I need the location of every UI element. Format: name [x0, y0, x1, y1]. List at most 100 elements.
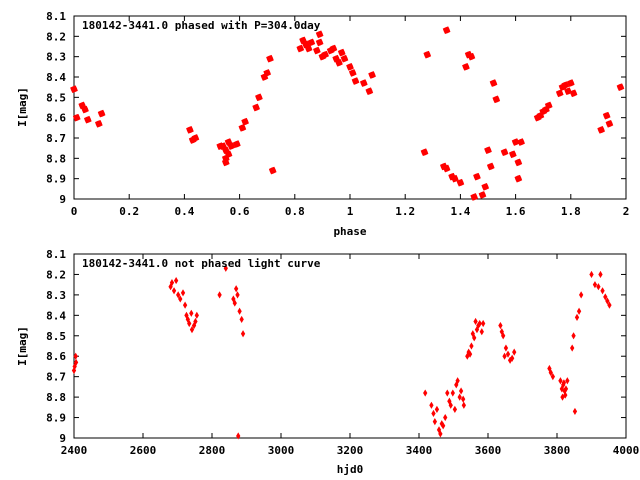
phased-data-point: [597, 126, 605, 134]
phased-y-axis-label: I[mag]: [16, 87, 29, 127]
unphased-x-tick-label: 4000: [613, 444, 640, 457]
unphased-chart-title: 180142-3441.0 not phased light curve: [82, 257, 321, 270]
phased-data-point: [544, 101, 553, 110]
unphased-data-point: [73, 358, 79, 366]
unphased-x-tick-label: 3200: [337, 444, 364, 457]
phased-data-point: [233, 140, 241, 148]
unphased-data-point: [467, 350, 473, 358]
unphased-x-tick-label: 2800: [199, 444, 226, 457]
phased-data-point: [605, 119, 614, 128]
unphased-data-point: [234, 285, 239, 293]
phased-data-point: [555, 89, 564, 98]
phased-data-point: [462, 63, 470, 71]
unphased-data-point: [189, 309, 194, 317]
phased-data-point: [221, 158, 230, 167]
unphased-data-point: [571, 332, 576, 340]
phased-x-tick-label: 1.4: [450, 205, 470, 218]
unphased-data-point: [498, 321, 503, 330]
phased-data-point: [227, 142, 236, 150]
unphased-data-point: [603, 293, 608, 301]
phased-data-point: [517, 138, 525, 146]
unphased-y-tick-label: 8.6: [46, 350, 66, 363]
unphased-data-point: [239, 315, 244, 324]
unphased-data-point: [512, 348, 517, 356]
phased-x-tick-label: 1.8: [561, 205, 581, 218]
unphased-data-point: [236, 432, 241, 440]
unphased-x-tick-label: 3400: [406, 444, 433, 457]
phased-y-tick-label: 8.6: [46, 112, 66, 125]
unphased-data-point: [477, 319, 482, 328]
phased-data-point: [321, 50, 329, 59]
unphased-x-tick-label: 3800: [544, 444, 571, 457]
unphased-data-point: [574, 313, 580, 321]
unphased-data-point: [169, 279, 175, 287]
unphased-data-point: [592, 281, 598, 289]
phased-data-point: [97, 109, 106, 118]
phased-chart-title: 180142-3441.0 phased with P=304.0day: [82, 19, 321, 32]
phased-x-tick-label: 1.6: [506, 205, 526, 218]
unphased-y-tick-label: 8.7: [46, 371, 66, 384]
unphased-data-points: [71, 264, 612, 440]
unphased-data-point: [461, 401, 466, 409]
unphased-data-point: [548, 368, 553, 377]
phased-data-point: [348, 69, 357, 77]
unphased-x-tick-label: 2400: [61, 444, 88, 457]
unphased-data-point: [187, 319, 192, 328]
phased-data-point: [514, 174, 523, 183]
phased-data-point: [263, 69, 272, 77]
unphased-data-point: [182, 301, 188, 309]
phased-data-point: [478, 191, 487, 199]
unphased-data-point: [501, 332, 506, 340]
unphased-data-point: [598, 270, 603, 279]
phased-y-tick-label: 8.1: [46, 10, 66, 23]
phased-x-tick-label: 2: [623, 205, 630, 218]
phased-data-point: [191, 134, 200, 142]
phased-data-point: [484, 146, 492, 155]
phased-data-point: [351, 77, 360, 85]
phased-data-points: [70, 26, 625, 201]
unphased-data-point: [194, 311, 199, 319]
phased-x-axis-label: phase: [333, 225, 366, 238]
unphased-data-point: [180, 289, 186, 297]
phased-data-point: [365, 87, 374, 96]
phased-data-point: [72, 113, 81, 122]
phased-axis-ticks: 0 0.2 0.4 0.6 0.8 1 1.2 1.4 1.6 1.8 2 8.1 8.2 8.3 8.4 8…: [46, 10, 629, 218]
phased-data-point: [500, 148, 509, 157]
unphased-data-point: [235, 291, 240, 299]
phased-data-point: [95, 119, 103, 128]
phased-data-point: [359, 79, 368, 87]
unphased-data-point: [445, 389, 450, 397]
phased-data-point: [255, 93, 263, 102]
unphased-data-point: [432, 418, 438, 426]
unphased-data-point: [605, 297, 610, 305]
phased-x-tick-label: 0.8: [285, 205, 305, 218]
phased-data-point: [266, 54, 274, 63]
phased-data-point: [467, 52, 476, 61]
phased-data-point: [569, 89, 578, 98]
phased-data-point: [252, 103, 260, 112]
phased-y-tick-label: 8.8: [46, 152, 66, 165]
unphased-y-axis-label: I[mag]: [16, 326, 29, 366]
phased-data-point: [564, 87, 572, 96]
phased-data-point: [307, 38, 316, 47]
phased-data-point: [566, 79, 575, 87]
unphased-x-axis-label: hjd0: [337, 463, 364, 476]
unphased-data-point: [550, 373, 556, 381]
unphased-data-point: [461, 395, 466, 403]
phased-x-tick-label: 0.4: [174, 205, 194, 218]
unphased-data-point: [455, 377, 460, 385]
unphased-y-tick-label: 9: [59, 432, 66, 445]
unphased-axis-ticks: 2400 2600 2800 3000 3200 3400 3600 3800 4000 8.1 8…: [46, 248, 639, 457]
phased-x-tick-label: 1: [347, 205, 354, 218]
unphased-data-point: [570, 344, 575, 352]
phased-data-point: [268, 166, 277, 175]
unphased-data-point: [607, 301, 612, 309]
phased-data-point: [420, 148, 429, 157]
unphased-data-point: [579, 291, 584, 299]
unphased-y-tick-label: 8.8: [46, 391, 66, 404]
phased-data-point: [368, 71, 376, 79]
phased-data-point: [616, 83, 625, 91]
unphased-data-point: [502, 352, 507, 360]
